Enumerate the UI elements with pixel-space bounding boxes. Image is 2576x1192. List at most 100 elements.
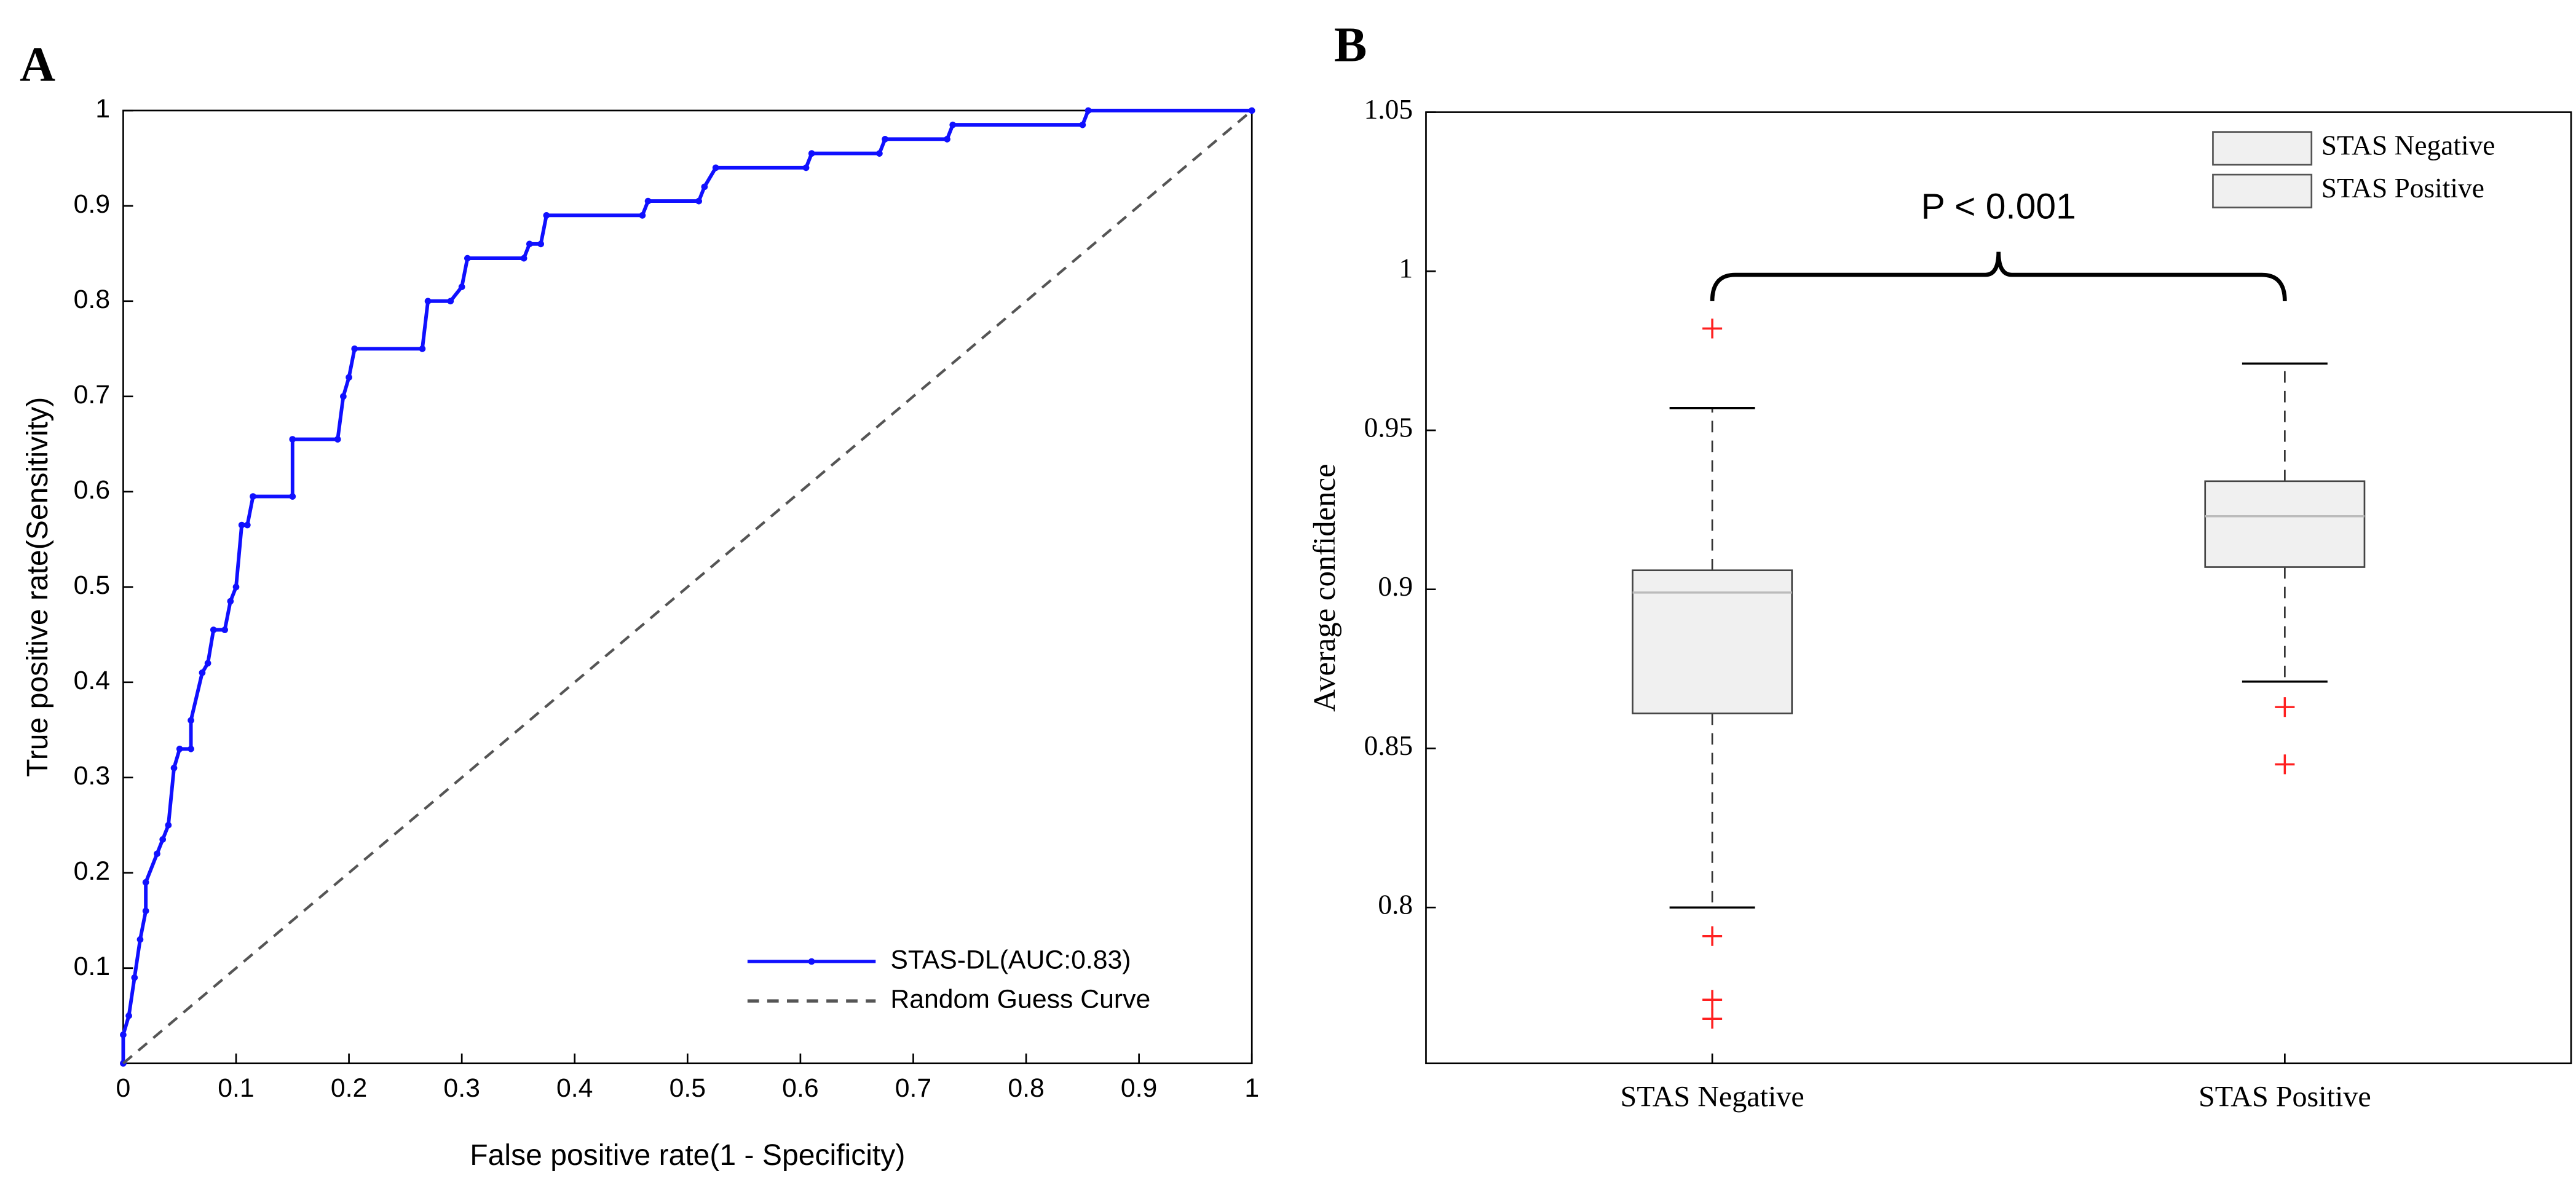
- marker: [165, 821, 172, 829]
- legend-label: Random Guess Curve: [890, 984, 1150, 1014]
- marker: [176, 745, 183, 752]
- marker: [154, 850, 160, 858]
- marker: [120, 1031, 127, 1038]
- outlier: [1702, 990, 1723, 1010]
- marker: [537, 240, 545, 248]
- y-tick-label: 1: [1399, 253, 1413, 284]
- x-tick-label: 1: [1244, 1073, 1259, 1103]
- marker: [289, 493, 296, 500]
- marker: [334, 436, 341, 443]
- y-tick-label: 1: [95, 94, 110, 124]
- box: [2204, 480, 2366, 568]
- marker: [170, 764, 178, 772]
- x-tick-label: 0.3: [443, 1073, 480, 1103]
- x-tick-label: 0.7: [895, 1073, 931, 1103]
- annotation: P < 0.001: [1921, 187, 2076, 227]
- marker: [210, 626, 217, 633]
- outlier: [2275, 754, 2295, 775]
- marker: [188, 745, 194, 752]
- x-tick-label: 0.5: [670, 1073, 706, 1103]
- marker: [639, 212, 646, 219]
- y-tick-label: 0.9: [1378, 571, 1413, 602]
- x-tick-label: STAS Positive: [2199, 1081, 2371, 1113]
- y-tick-label: 0.7: [74, 380, 110, 409]
- line: [122, 109, 1253, 1065]
- marker: [949, 121, 957, 128]
- marker: [526, 240, 533, 248]
- box: [1632, 569, 1793, 714]
- panel-label: B: [1334, 18, 1367, 72]
- y-tick-label: 0.6: [74, 475, 110, 505]
- x-tick-label: 0.6: [782, 1073, 818, 1103]
- legend-label: STAS Negative: [2321, 130, 2495, 161]
- x-axis-label: False positive rate(1 - Specificity): [470, 1139, 905, 1172]
- marker: [424, 298, 432, 305]
- legend-label: STAS-DL(AUC:0.83): [890, 945, 1131, 974]
- marker: [125, 1012, 132, 1019]
- marker: [340, 393, 347, 400]
- outlier: [1702, 1009, 1723, 1029]
- marker: [447, 298, 454, 305]
- significance-brace: [1710, 251, 2287, 301]
- y-tick-label: 0.2: [74, 856, 110, 886]
- legend-swatch: [2212, 131, 2313, 166]
- y-tick-label: 0.3: [74, 761, 110, 791]
- marker: [464, 255, 471, 262]
- x-tick-label: 0.2: [331, 1073, 367, 1103]
- marker: [712, 164, 719, 172]
- marker: [346, 374, 352, 381]
- marker: [232, 583, 240, 591]
- marker: [1085, 107, 1092, 114]
- marker: [695, 197, 703, 205]
- y-tick-label: 0.9: [74, 189, 110, 219]
- plot-area: [1425, 111, 2572, 1065]
- y-tick-label: 0.8: [1378, 890, 1413, 920]
- x-tick-label: 0.8: [1008, 1073, 1044, 1103]
- marker: [802, 164, 810, 172]
- y-axis-label: True positive rate(Sensitivity): [21, 397, 54, 777]
- x-tick-label: STAS Negative: [1620, 1081, 1804, 1113]
- outlier: [1702, 926, 1723, 946]
- marker: [520, 255, 527, 262]
- marker: [188, 717, 194, 724]
- y-tick-label: 0.85: [1364, 730, 1413, 761]
- legend-marker: [808, 958, 815, 965]
- marker: [142, 878, 149, 886]
- marker: [131, 974, 138, 981]
- marker: [227, 598, 234, 605]
- marker: [289, 436, 296, 443]
- marker: [136, 936, 144, 943]
- legend-label: STAS Positive: [2321, 173, 2484, 203]
- marker: [808, 150, 815, 157]
- marker: [199, 669, 206, 676]
- outlier: [1702, 318, 1723, 339]
- x-tick-label: 0.4: [556, 1073, 593, 1103]
- marker: [644, 197, 652, 205]
- line: [121, 108, 1252, 1064]
- y-tick-label: 1.05: [1364, 94, 1413, 125]
- legend-swatch: [2212, 173, 2313, 208]
- marker: [701, 183, 708, 191]
- marker: [351, 345, 358, 352]
- marker: [1248, 107, 1255, 114]
- y-tick-label: 0.95: [1364, 412, 1413, 443]
- marker: [221, 626, 228, 633]
- marker: [244, 521, 251, 529]
- y-tick-label: 0.8: [74, 285, 110, 314]
- y-tick-label: 0.5: [74, 570, 110, 600]
- marker: [238, 521, 245, 529]
- marker: [543, 212, 550, 219]
- marker: [1079, 121, 1086, 128]
- marker: [882, 136, 888, 143]
- outlier: [2275, 697, 2295, 717]
- marker: [159, 836, 167, 843]
- marker: [250, 493, 256, 500]
- marker: [419, 345, 426, 352]
- y-tick-label: 0.4: [74, 666, 110, 695]
- x-tick-label: 0.9: [1121, 1073, 1157, 1103]
- marker: [458, 283, 465, 290]
- x-tick-label: 0: [116, 1073, 131, 1103]
- marker: [142, 907, 149, 915]
